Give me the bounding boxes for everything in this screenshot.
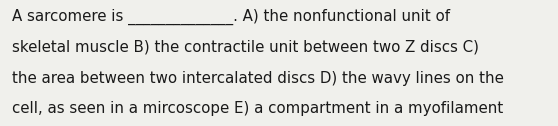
Text: A sarcomere is ______________. A) the nonfunctional unit of: A sarcomere is ______________. A) the no…	[12, 9, 450, 25]
Text: the area between two intercalated discs D) the wavy lines on the: the area between two intercalated discs …	[12, 71, 504, 86]
Text: skeletal muscle B) the contractile unit between two Z discs C): skeletal muscle B) the contractile unit …	[12, 40, 479, 55]
Text: cell, as seen in a mircoscope E) a compartment in a myofilament: cell, as seen in a mircoscope E) a compa…	[12, 101, 503, 116]
